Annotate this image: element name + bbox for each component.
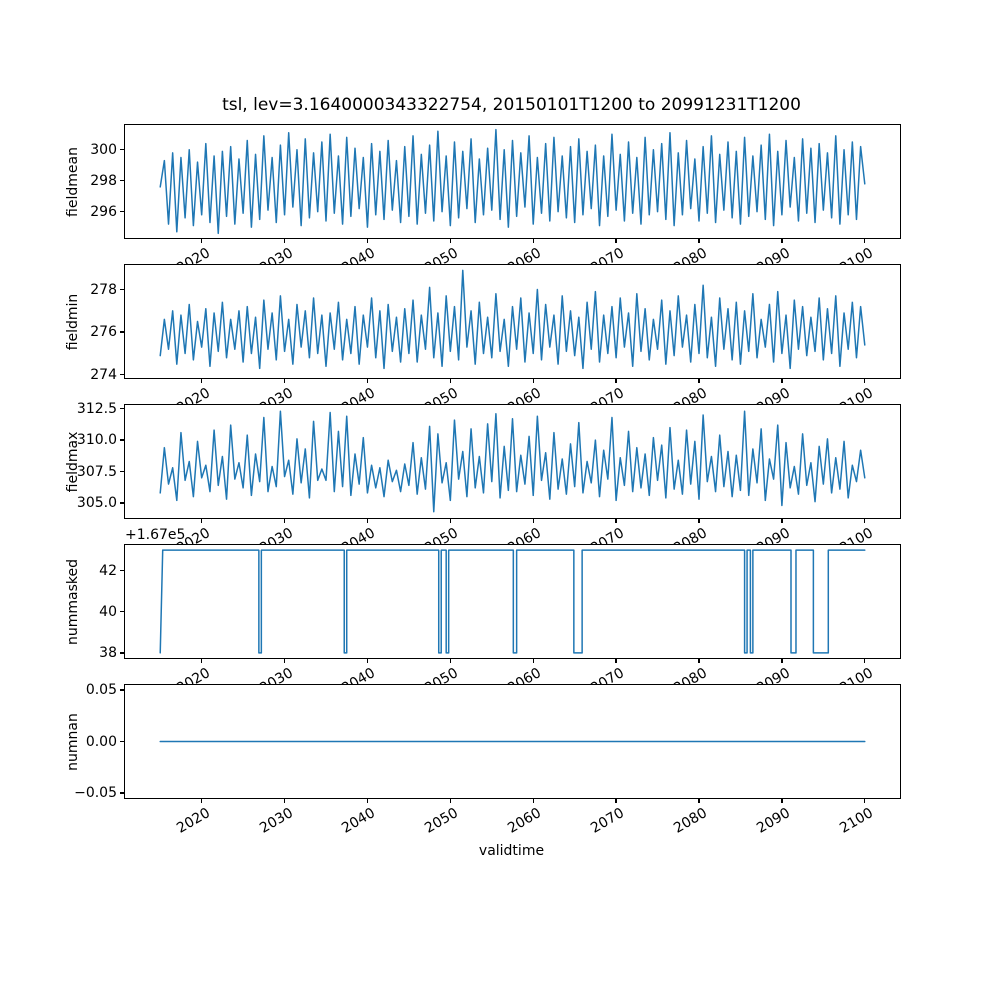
x-tick-mark	[200, 658, 203, 663]
plot-area	[159, 410, 866, 513]
subplot-fieldmin: fieldmin 274 276 278 2020 2030 2040 2050 2060 20…	[65, 264, 901, 417]
y-tick-label: −0.05	[74, 784, 117, 801]
x-tick-mark	[698, 238, 700, 243]
y-tick-label: 312.5	[76, 400, 117, 417]
x-tick-mark	[449, 378, 452, 383]
x-tick-mark	[366, 518, 369, 523]
data-line	[159, 269, 866, 370]
plot-area	[159, 740, 866, 743]
y-tick-mark	[120, 689, 124, 691]
data-line	[159, 128, 866, 235]
y-tick-mark	[120, 652, 124, 654]
subplot-fieldmean: fieldmean 296 298 300 2020 2030 2040 2050 2060 2…	[65, 124, 901, 277]
plot-area	[159, 128, 866, 235]
x-tick-mark	[781, 378, 783, 383]
y-tick-mark	[120, 149, 124, 151]
x-tick-mark	[615, 658, 617, 663]
x-tick-mark	[449, 518, 452, 523]
x-tick-mark	[781, 238, 783, 243]
y-tick-mark	[120, 374, 124, 376]
x-tick-mark	[864, 798, 866, 803]
x-tick-mark	[615, 238, 617, 243]
plot-area	[159, 269, 866, 370]
y-tick-mark	[120, 740, 124, 743]
subplot-numnan: numnan −0.05 0.00 0.05 2020 2030 2040 2050 2060…	[65, 682, 901, 837]
y-tick-label: 274	[90, 366, 117, 383]
x-tick-mark	[615, 518, 617, 523]
plot-area	[159, 549, 866, 654]
y-tick-label: 40	[99, 603, 117, 620]
y-tick-label: 0.05	[85, 682, 117, 699]
x-tick-mark	[283, 518, 286, 523]
y-tick-mark	[120, 288, 124, 291]
data-line	[159, 410, 866, 513]
y-tick-mark	[120, 502, 124, 504]
x-tick-mark	[615, 798, 617, 803]
y-tick-mark	[120, 439, 124, 441]
x-tick-mark	[366, 378, 369, 383]
y-tick-label: 298	[90, 172, 117, 189]
y-tick-label: 0.00	[85, 733, 117, 750]
y-tick-label: 276	[90, 324, 117, 341]
y-tick-label: 300	[90, 141, 117, 158]
x-tick-mark	[366, 798, 369, 803]
x-tick-mark	[366, 238, 369, 243]
y-tick-mark	[120, 210, 124, 213]
x-tick-mark	[698, 378, 700, 383]
x-tick-mark	[698, 518, 700, 523]
x-tick-mark	[449, 658, 452, 663]
x-tick-mark	[864, 378, 866, 383]
subplot-fieldmax: fieldmax 305.0 307.5 310.0 312.5 2020 2030 204…	[65, 401, 901, 557]
y-tick-mark	[120, 792, 124, 794]
y-tick-mark	[120, 180, 124, 182]
y-tick-label: 42	[99, 562, 117, 579]
y-tick-label: 296	[90, 203, 117, 220]
x-tick-mark	[283, 378, 286, 383]
x-tick-mark	[200, 378, 203, 383]
y-tick-mark	[120, 611, 124, 613]
x-tick-mark	[532, 238, 534, 243]
x-tick-mark	[449, 798, 452, 803]
y-tick-mark	[120, 331, 124, 333]
y-tick-mark	[120, 569, 124, 572]
y-tick-label: 310.0	[76, 432, 117, 449]
subplot-nummasked: nummasked +1.67e5 38 40 42 2020 2030 2040 2050…	[65, 527, 901, 697]
x-tick-mark	[366, 658, 369, 663]
data-line	[159, 549, 866, 654]
x-tick-mark	[698, 658, 700, 663]
y-tick-mark	[120, 470, 124, 473]
figure-title: tsl, lev=3.1640000343322754, 20150101T12…	[222, 95, 801, 115]
y-tick-mark	[120, 408, 124, 410]
x-tick-mark	[283, 798, 286, 803]
x-tick-mark	[532, 658, 534, 663]
y-tick-label: 305.0	[76, 494, 117, 511]
x-tick-mark	[283, 658, 286, 663]
x-tick-mark	[200, 798, 203, 803]
y-axis-label-fieldmin: fieldmin	[65, 293, 81, 350]
x-tick-mark	[864, 658, 866, 663]
x-tick-mark	[864, 238, 866, 243]
x-tick-mark	[532, 798, 534, 803]
x-tick-mark	[615, 378, 617, 383]
x-tick-mark	[864, 518, 866, 523]
x-tick-mark	[781, 518, 783, 523]
x-tick-mark	[449, 238, 452, 243]
x-tick-mark	[200, 518, 203, 523]
x-tick-mark	[698, 798, 700, 803]
x-axis-title: validtime	[478, 843, 545, 859]
x-tick-mark	[781, 658, 783, 663]
y-tick-label: 307.5	[76, 463, 117, 480]
x-tick-mark	[283, 238, 286, 243]
x-tick-mark	[532, 378, 534, 383]
x-tick-mark	[200, 238, 203, 243]
x-tick-mark	[781, 798, 783, 803]
y-tick-label: 278	[90, 281, 117, 298]
y-axis-offset-text: +1.67e5	[125, 527, 186, 543]
x-tick-mark	[532, 518, 534, 523]
y-tick-label: 38	[99, 644, 117, 661]
